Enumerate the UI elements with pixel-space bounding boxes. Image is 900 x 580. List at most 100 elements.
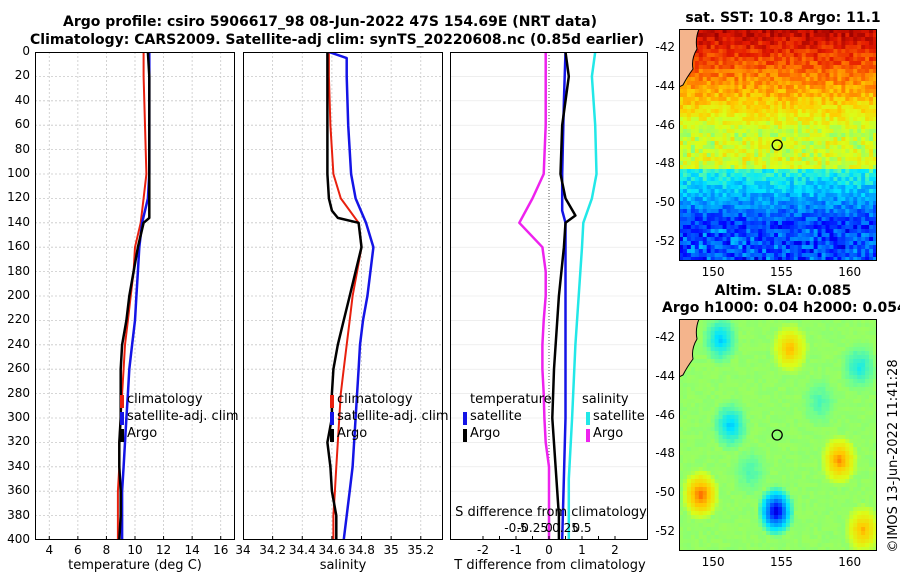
depth-tick-label: 380 xyxy=(7,507,30,522)
depth-tick-label: 0 xyxy=(22,44,30,58)
map-cells xyxy=(679,29,878,262)
salinity-panel xyxy=(242,50,443,541)
temperature-legend-label: Argo xyxy=(127,426,158,441)
difference-legend-swatch xyxy=(463,429,467,442)
difference-legend-salinity-title: salinity xyxy=(582,392,629,407)
series-line-salinity-Argo xyxy=(518,52,551,540)
salinity-tick-label: 34.6 xyxy=(318,543,346,557)
sla-map-lat-tick-label: -46 xyxy=(655,407,675,422)
difference-legend-label: satellite xyxy=(470,409,522,424)
argo-float-marker xyxy=(771,429,783,441)
sst-map-lon-tick-label: 155 xyxy=(769,265,793,279)
difference-tick-label: -1 xyxy=(510,543,522,557)
temperature-tick-label: 4 xyxy=(45,543,54,557)
difference-xlabel: T difference from climatology xyxy=(454,558,646,573)
temperature-legend-swatch xyxy=(120,395,124,408)
salinity-diff-tick-label: 0.25 xyxy=(552,521,579,535)
series-line-argo xyxy=(118,51,151,541)
depth-tick-label: 180 xyxy=(7,263,30,278)
salinity-diff-tick-label: -0.5 xyxy=(504,521,528,535)
salinity-diff-tick-label: 0.5 xyxy=(572,521,592,535)
sla-map-lat-tick-label: -52 xyxy=(655,523,675,538)
salinity-legend-swatch xyxy=(330,412,334,425)
sst-map xyxy=(678,28,878,262)
salinity-legend-label: satellite-adj. clim xyxy=(337,409,449,424)
sla-map-panel xyxy=(678,318,878,552)
depth-tick-label: 340 xyxy=(7,458,30,473)
salinity-tick-label: 35 xyxy=(383,543,399,557)
salinity-legend-swatch xyxy=(330,429,334,442)
temperature-panel xyxy=(35,51,235,541)
sla-map-lat-tick-label: -44 xyxy=(655,369,675,383)
sst-map-lon-tick-label: 160 xyxy=(838,265,862,279)
temperature-tick-label: 6 xyxy=(74,543,82,557)
salinity-legend-label: climatology xyxy=(337,392,413,407)
difference-legend-label: satellite xyxy=(593,409,645,424)
sla-map-lon-tick-label: 155 xyxy=(769,555,793,569)
temperature-tick-label: 14 xyxy=(184,543,200,557)
difference-top-xlabel: S difference from climatology xyxy=(455,505,647,520)
salinity-legend-label: Argo xyxy=(337,426,368,441)
salinity-chart xyxy=(242,50,443,541)
axes-frame xyxy=(243,52,443,540)
sst-map-lat-tick-label: -50 xyxy=(655,195,675,209)
sla-map-lon-tick-label: 150 xyxy=(701,555,725,569)
depth-tick-label: 220 xyxy=(7,312,30,327)
depth-tick-label: 160 xyxy=(7,239,30,254)
series-line-satellite-adj-clim xyxy=(328,50,375,541)
depth-tick-label: 320 xyxy=(7,434,30,449)
argo-float-marker xyxy=(771,139,783,151)
salinity-tick-label: 34.4 xyxy=(288,543,316,557)
salinity-diff-tick-label: -0.25 xyxy=(516,521,549,535)
temperature-tick-label: 10 xyxy=(127,543,143,557)
difference-tick-label: -2 xyxy=(477,543,489,557)
difference-legend-swatch xyxy=(463,412,467,425)
salinity-tick-label: 34.2 xyxy=(259,543,286,557)
sla-map-lat-tick-label: -42 xyxy=(655,330,675,345)
salinity-tick-label: 34 xyxy=(235,543,251,557)
series-line-salinity-satellite xyxy=(567,51,598,540)
salinity-legend-swatch xyxy=(330,395,334,408)
depth-tick-label: 100 xyxy=(7,166,30,180)
depth-tick-label: 140 xyxy=(7,214,30,229)
series-line-temperature-Argo xyxy=(551,51,577,540)
difference-tick-label: 1 xyxy=(578,543,586,557)
sla-map xyxy=(678,318,878,552)
difference-panel xyxy=(450,51,648,541)
salinity-tick-label: 35.2 xyxy=(407,543,435,557)
difference-tick-label: 0 xyxy=(545,543,553,557)
figure-title-line2: Climatology: CARS2009. Satellite-adj cli… xyxy=(30,32,645,48)
sst-map-title: sat. SST: 10.8 Argo: 11.1 xyxy=(685,10,881,26)
depth-tick-label: 120 xyxy=(7,190,30,205)
temperature-tick-label: 8 xyxy=(102,543,111,557)
sla-map-lat-tick-label: -48 xyxy=(655,446,675,461)
map-cells xyxy=(679,319,878,552)
sst-map-lat-tick-label: -52 xyxy=(655,233,675,248)
sla-map-lon-tick-label: 160 xyxy=(838,555,862,569)
difference-tick-label: 2 xyxy=(611,543,619,557)
depth-tick-label: 40 xyxy=(14,92,30,107)
sst-map-lat-tick-label: -44 xyxy=(655,79,675,93)
sst-map-lon-tick-label: 150 xyxy=(701,265,725,279)
temperature-legend-label: climatology xyxy=(127,392,203,407)
difference-legend-label: Argo xyxy=(470,426,501,441)
difference-legend-temperature-title: temperature xyxy=(470,392,552,407)
difference-chart xyxy=(450,51,648,541)
depth-tick-label: 280 xyxy=(7,385,30,400)
depth-tick-label: 80 xyxy=(14,141,30,156)
depth-tick-label: 300 xyxy=(7,410,30,424)
depth-tick-label: 360 xyxy=(7,483,30,498)
figure-title-line1: Argo profile: csiro 5906617_98 08-Jun-20… xyxy=(63,14,597,30)
temperature-legend-swatch xyxy=(120,412,124,425)
temperature-tick-label: 12 xyxy=(155,543,172,557)
temperature-chart xyxy=(35,51,235,541)
sst-map-panel xyxy=(678,28,878,262)
difference-legend-swatch xyxy=(586,412,590,425)
salinity-diff-tick-label: 0 xyxy=(545,521,553,535)
temperature-xlabel: temperature (deg C) xyxy=(68,558,202,573)
series-line-argo xyxy=(326,52,363,540)
depth-tick-label: 260 xyxy=(7,361,30,376)
sla-map-title-line2: Argo h1000: 0.04 h2000: 0.054 xyxy=(662,300,900,316)
map-frame xyxy=(679,29,877,261)
